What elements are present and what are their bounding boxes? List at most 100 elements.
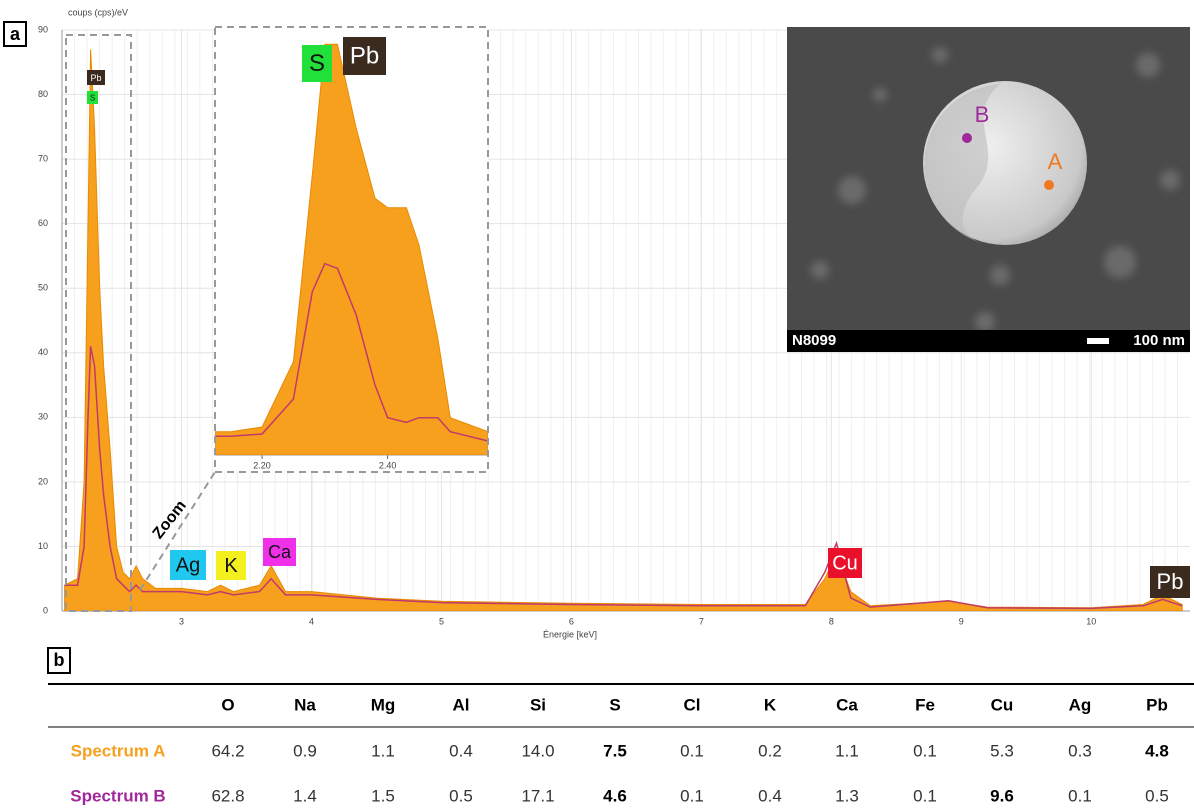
sem-image: B A N8099 100 nm	[787, 27, 1190, 352]
table-cell: 1.1	[835, 741, 859, 760]
table-cell: 1.1	[371, 741, 395, 760]
x-tick-label: 10	[1086, 616, 1096, 626]
table-cell: 0.4	[758, 786, 782, 805]
element-label: Pb	[90, 73, 101, 83]
y-tick-label: 60	[38, 218, 48, 228]
column-header: Pb	[1146, 695, 1168, 714]
y-tick-label: 30	[38, 412, 48, 422]
element-label: Ag	[176, 554, 200, 576]
table-cell: 0.5	[449, 786, 473, 805]
table-cell: 7.5	[603, 741, 627, 760]
scale-bar	[1087, 338, 1109, 344]
table-cell: 9.6	[990, 786, 1014, 805]
table-cell: 0.3	[1068, 741, 1092, 760]
panel-box	[47, 647, 71, 674]
element-label-bg	[343, 37, 386, 75]
table-cell: 64.2	[211, 741, 244, 760]
x-tick-label: 2.40	[379, 460, 397, 470]
spectrum-area	[215, 43, 488, 455]
row-header: Spectrum B	[70, 786, 165, 805]
table-cell: 4.8	[1145, 741, 1169, 760]
column-header: Si	[530, 695, 546, 714]
table-cell: 0.1	[680, 741, 704, 760]
element-label-bg	[216, 551, 246, 580]
column-header: K	[764, 695, 777, 714]
y-tick-label: 0	[43, 605, 48, 615]
x-tick-label: 8	[829, 616, 834, 626]
element-label-bg	[170, 550, 206, 580]
column-header: Na	[294, 695, 316, 714]
y-tick-label: 50	[38, 283, 48, 293]
element-label: Ca	[268, 542, 292, 562]
table-cell: 0.1	[680, 786, 704, 805]
table-cell: 1.5	[371, 786, 395, 805]
element-label: S	[309, 50, 325, 77]
x-tick-label: 9	[959, 616, 964, 626]
zoom-label: Zoom	[150, 497, 190, 542]
table-cell: 1.4	[293, 786, 317, 805]
table-cell: 0.1	[1068, 786, 1092, 805]
table-cell: 0.1	[913, 741, 937, 760]
x-tick-label: 5	[439, 616, 444, 626]
panel-label: a	[10, 24, 21, 44]
y-tick-label: 10	[38, 541, 48, 551]
table-cell: 5.3	[990, 741, 1014, 760]
table-cell: 0.1	[913, 786, 937, 805]
table-cell: 1.3	[835, 786, 859, 805]
element-label: Pb	[1157, 569, 1184, 594]
element-label: Pb	[350, 42, 379, 69]
spectrum-line	[215, 262, 488, 442]
point-label: A	[1048, 149, 1063, 174]
column-header: Mg	[371, 695, 396, 714]
table-cell: 4.6	[603, 786, 627, 805]
x-tick-label: 7	[699, 616, 704, 626]
element-label: Cu	[832, 552, 858, 574]
column-header: Ag	[1069, 695, 1092, 714]
element-label-bg	[87, 70, 105, 85]
y-axis-label: coups (cps)/eV	[68, 7, 128, 17]
x-tick-label: 3	[179, 616, 184, 626]
table-cell: 0.9	[293, 741, 317, 760]
element-label: K	[224, 555, 238, 577]
panel-label: b	[54, 650, 65, 670]
info-bar	[787, 330, 1190, 352]
point-a	[1044, 180, 1054, 190]
element-label-bg	[302, 45, 332, 82]
particle-phase	[924, 84, 1000, 244]
sample-label: N8099	[792, 332, 836, 349]
zoom-region	[65, 34, 132, 612]
scale-label: 100 nm	[1133, 332, 1185, 349]
point-b	[962, 133, 972, 143]
column-header: Cl	[684, 695, 701, 714]
element-label-bg	[1150, 566, 1190, 598]
table-cell: 62.8	[211, 786, 244, 805]
zoom-chart: 2.20 2.40 S Pb	[215, 37, 488, 470]
table-cell: 14.0	[521, 741, 554, 760]
column-header: Fe	[915, 695, 935, 714]
y-tick-label: 90	[38, 24, 48, 34]
table: O Na Mg Al Si S Cl K Ca Fe Cu Ag Pb Spectrum A 64.2 0.9…	[70, 695, 1169, 805]
table-cell: 0.4	[449, 741, 473, 760]
column-header: Cu	[991, 695, 1014, 714]
x-axis-label: Énergie [keV]	[543, 629, 597, 639]
y-tick-label: 20	[38, 476, 48, 486]
x-tick-label: 4	[309, 616, 314, 626]
column-header: S	[609, 695, 620, 714]
point-label: B	[975, 102, 990, 127]
zoom-box	[214, 26, 489, 473]
row-header: Spectrum A	[71, 741, 166, 760]
x-tick-label: 6	[569, 616, 574, 626]
element-label-bg	[87, 91, 98, 104]
element-label: S	[90, 94, 95, 103]
y-tick-label: 40	[38, 347, 48, 357]
column-header: Al	[453, 695, 470, 714]
x-tick-label: 2.20	[253, 460, 271, 470]
panel-box	[3, 21, 27, 47]
y-tick-label: 70	[38, 153, 48, 163]
table-cell: 0.2	[758, 741, 782, 760]
column-header: O	[221, 695, 234, 714]
table-cell: 17.1	[521, 786, 554, 805]
column-header: Ca	[836, 695, 858, 714]
table-cell: 0.5	[1145, 786, 1169, 805]
